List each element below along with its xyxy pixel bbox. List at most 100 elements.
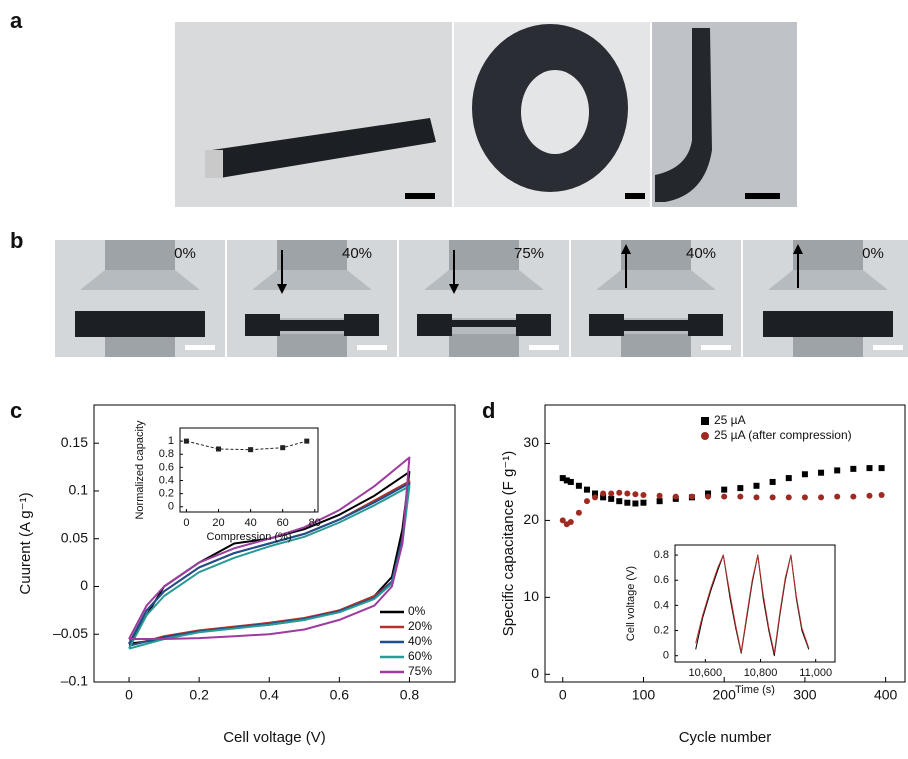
panel-label: a xyxy=(10,8,23,33)
y-tick-label: 0.15 xyxy=(61,434,88,450)
press-bottom xyxy=(449,332,519,357)
sample xyxy=(245,314,280,336)
press-top xyxy=(621,240,691,270)
y-tick-label: 0 xyxy=(168,501,174,513)
y-tick-label: 0.6 xyxy=(654,574,669,586)
arrow-head xyxy=(449,284,459,294)
scale-bar xyxy=(701,345,731,350)
x-tick-label: 10,600 xyxy=(689,667,723,679)
point xyxy=(632,500,639,507)
point xyxy=(801,471,808,478)
x-tick-label: 40 xyxy=(244,517,256,529)
arrow-head xyxy=(621,244,631,254)
press-top xyxy=(277,240,347,270)
panel-label: c xyxy=(10,398,22,423)
point xyxy=(632,491,639,498)
point xyxy=(616,498,623,505)
point xyxy=(721,486,728,493)
x-axis-label: Compression (%) xyxy=(207,531,292,543)
point xyxy=(850,465,857,472)
point xyxy=(600,494,607,501)
legend-label: 0% xyxy=(408,604,426,618)
point xyxy=(280,445,286,451)
point xyxy=(567,518,574,525)
scale-bar xyxy=(625,193,645,199)
scale-bar xyxy=(873,345,903,350)
press-top xyxy=(793,240,863,270)
x-tick-label: 0.4 xyxy=(260,687,280,703)
x-tick-label: 300 xyxy=(793,687,817,703)
sample xyxy=(589,314,624,336)
y-tick-label: 0.05 xyxy=(61,529,88,545)
legend-label: 20% xyxy=(408,619,432,633)
point xyxy=(721,493,728,500)
sample xyxy=(344,314,379,336)
compression-label: 0% xyxy=(862,245,884,262)
point xyxy=(248,447,254,453)
y-tick-label: 0.2 xyxy=(159,488,174,500)
point xyxy=(672,493,679,500)
arrow-head xyxy=(793,244,803,254)
y-tick-label: –0.1 xyxy=(61,673,88,689)
sample xyxy=(516,314,551,336)
chart: 10,600 10,800 11,000 0 0.2 0.4 0.6 0.8 Time (s) C… xyxy=(625,544,836,696)
y-tick-label: –0.05 xyxy=(53,625,88,641)
point xyxy=(866,465,873,472)
point xyxy=(785,494,792,501)
x-tick-label: 0.8 xyxy=(400,687,420,703)
scale-bar xyxy=(529,345,559,350)
point xyxy=(834,493,841,500)
scale-bar xyxy=(745,193,780,199)
x-tick-label: 200 xyxy=(713,687,737,703)
sample xyxy=(621,320,691,331)
point xyxy=(834,467,841,474)
y-tick-label: 0.8 xyxy=(654,549,669,561)
scale-bar xyxy=(357,345,387,350)
point xyxy=(818,469,825,476)
point xyxy=(183,438,189,444)
point xyxy=(878,492,885,499)
y-tick-label: 0.1 xyxy=(69,482,89,498)
legend-swatch xyxy=(701,417,709,425)
point xyxy=(656,498,663,505)
photo-strip xyxy=(175,22,797,207)
point xyxy=(624,490,631,497)
sample xyxy=(449,320,519,327)
press-plate xyxy=(80,270,200,290)
point xyxy=(640,492,647,499)
x-tick-label: 20 xyxy=(212,517,224,529)
y-tick-label: 0.2 xyxy=(654,624,669,636)
press-bottom xyxy=(277,332,347,357)
x-tick-label: 11,000 xyxy=(799,667,832,679)
y-tick-label: 0 xyxy=(80,577,88,593)
series-line xyxy=(695,554,810,654)
x-tick-label: 0 xyxy=(559,687,567,703)
y-axis-label: Specific capacitance (F g⁻¹) xyxy=(500,451,517,637)
sample xyxy=(212,118,436,178)
point xyxy=(640,499,647,506)
series-line xyxy=(128,485,411,650)
y-tick-label: 0 xyxy=(663,650,669,662)
point xyxy=(563,477,570,484)
x-tick-label: 0.2 xyxy=(189,687,209,703)
compression-label: 40% xyxy=(342,245,372,262)
press-bottom xyxy=(621,332,691,357)
panel-label: d xyxy=(482,398,495,423)
photo xyxy=(175,22,452,207)
point xyxy=(575,482,582,489)
x-tick-label: 80 xyxy=(309,517,321,529)
point xyxy=(850,493,857,500)
legend-label: 75% xyxy=(408,664,432,678)
point xyxy=(624,499,631,506)
sample xyxy=(277,320,347,331)
legend-label: 40% xyxy=(408,634,432,648)
electrode xyxy=(205,150,223,178)
point xyxy=(567,478,574,485)
x-tick-label: 0 xyxy=(125,687,133,703)
y-tick-label: 0.8 xyxy=(159,448,174,460)
point xyxy=(753,482,760,489)
point xyxy=(878,465,885,472)
x-tick-label: 100 xyxy=(632,687,656,703)
press-top xyxy=(105,240,175,270)
